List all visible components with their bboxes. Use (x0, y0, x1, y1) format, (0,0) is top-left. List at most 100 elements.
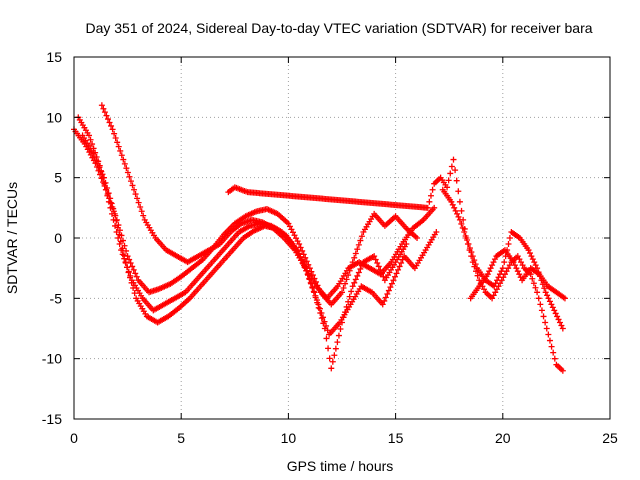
x-axis-title: GPS time / hours (287, 458, 394, 474)
series-track-4 (98, 102, 438, 302)
data-point (505, 265, 512, 272)
data-point (498, 268, 505, 275)
data-point (431, 204, 438, 211)
data-point (108, 122, 115, 129)
data-point (122, 259, 129, 266)
data-point (530, 280, 537, 287)
data-point (454, 210, 461, 217)
data-point (548, 301, 555, 308)
data-point (510, 259, 517, 266)
data-point (128, 279, 135, 286)
data-point (334, 339, 341, 346)
data-point (529, 275, 536, 282)
data-point (506, 235, 513, 241)
data-point (135, 199, 142, 206)
data-point (450, 156, 457, 163)
data-point (101, 180, 108, 187)
data-point (120, 156, 127, 163)
data-point (414, 235, 421, 241)
data-point (313, 297, 320, 304)
data-point (328, 365, 335, 372)
data-point (119, 245, 126, 252)
data-point (126, 173, 133, 180)
data-point (312, 292, 319, 299)
data-point (352, 276, 359, 283)
data-point (299, 247, 306, 254)
data-point (332, 345, 339, 352)
data-point (555, 316, 562, 323)
series-track-3 (79, 132, 440, 338)
data-point (490, 259, 497, 266)
data-point (528, 253, 535, 260)
data-point (104, 185, 111, 192)
data-point (357, 237, 364, 244)
data-point (323, 322, 330, 329)
data-point (487, 265, 494, 272)
data-point (355, 269, 362, 276)
data-point (339, 289, 345, 296)
data-point (101, 109, 108, 116)
data-point (374, 259, 381, 266)
data-point (130, 266, 137, 273)
data-point (97, 167, 104, 174)
data-point (131, 186, 138, 193)
data-point (140, 212, 147, 219)
data-point (554, 313, 561, 320)
data-point (309, 284, 316, 291)
data-point (461, 228, 468, 235)
data-point (116, 231, 123, 238)
data-point (543, 325, 550, 332)
data-point (551, 307, 558, 314)
data-point (529, 256, 536, 263)
x-tick-label: 20 (495, 430, 511, 446)
data-point (372, 256, 379, 263)
data-point (559, 325, 566, 332)
data-point (103, 112, 110, 119)
data-point (505, 241, 512, 248)
data-point (119, 251, 126, 258)
x-tick-label: 25 (602, 430, 618, 446)
data-point (526, 250, 533, 257)
data-point (310, 288, 317, 295)
data-point (542, 319, 549, 326)
data-point (107, 204, 114, 211)
data-point (325, 345, 332, 352)
data-point (468, 249, 475, 256)
data-point (379, 301, 386, 308)
data-point (296, 241, 303, 248)
data-point (519, 262, 526, 269)
data-point (550, 349, 557, 356)
data-point (546, 337, 553, 344)
data-point (354, 246, 361, 253)
data-point (456, 198, 463, 205)
x-tick-label: 5 (177, 430, 185, 446)
data-point (331, 352, 338, 359)
data-point (126, 256, 133, 263)
data-point (110, 216, 117, 223)
data-point (118, 152, 125, 159)
data-point (114, 224, 121, 231)
data-point (115, 235, 122, 241)
data-point (561, 295, 568, 302)
data-point (516, 256, 523, 263)
data-point (316, 305, 323, 312)
data-point (114, 139, 121, 146)
data-point (123, 247, 130, 254)
axis-ticks: 0 5 10 15 20 25 -15 -10 -5 0 5 10 15 (42, 49, 618, 446)
data-point (110, 205, 117, 212)
data-point (501, 259, 508, 266)
data-point (534, 289, 541, 296)
data-point (125, 269, 132, 276)
data-point (117, 238, 124, 245)
data-point (348, 288, 355, 295)
data-point (424, 204, 431, 211)
data-point (104, 116, 111, 123)
data-point (456, 216, 463, 223)
x-tick-label: 15 (388, 430, 404, 446)
data-point (351, 254, 358, 261)
data-point (112, 135, 119, 142)
y-tick-label: -15 (42, 411, 62, 427)
data-point (302, 254, 309, 261)
data-point (329, 358, 336, 365)
y-tick-label: 5 (54, 170, 62, 186)
